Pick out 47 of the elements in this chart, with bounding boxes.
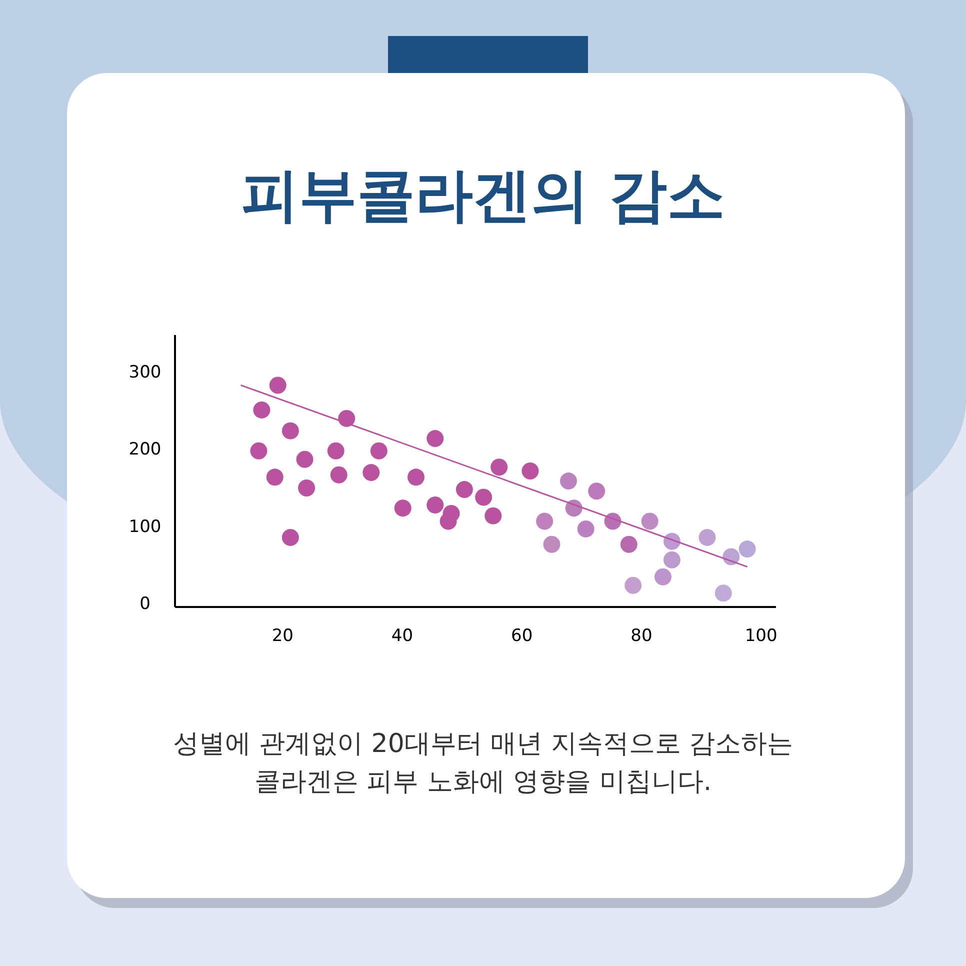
point xyxy=(426,430,444,448)
point xyxy=(327,442,344,460)
point xyxy=(282,422,299,440)
point xyxy=(663,551,680,568)
point xyxy=(620,536,638,553)
point xyxy=(266,468,284,486)
point xyxy=(577,520,594,538)
point xyxy=(543,536,560,553)
point xyxy=(484,507,502,524)
point xyxy=(714,584,732,602)
x-tick-label: 20 xyxy=(272,626,294,646)
x-tick-label: 80 xyxy=(630,626,652,646)
text: 성별에 관계없이 20대부터 매년 지속적으로 감소하는 콜라겐은 피부 노화에 영향을 미칩니다. xyxy=(172,729,794,797)
point xyxy=(698,528,716,546)
point xyxy=(338,410,356,427)
point xyxy=(536,512,554,530)
point xyxy=(490,458,508,476)
y-tick-label: 200 xyxy=(128,440,162,460)
point xyxy=(442,505,460,522)
point xyxy=(560,472,577,490)
point xyxy=(641,512,658,530)
point xyxy=(588,482,606,500)
y-tick-label: 0 xyxy=(140,594,150,614)
point xyxy=(298,480,316,496)
point xyxy=(654,568,672,586)
point xyxy=(624,576,642,594)
y-tick-label: 300 xyxy=(128,362,162,382)
x-tick-label: 100 xyxy=(744,626,778,646)
point xyxy=(253,401,270,418)
point xyxy=(408,468,424,486)
point xyxy=(456,481,473,498)
y-tick-label: 100 xyxy=(128,516,162,537)
point xyxy=(426,496,444,514)
point xyxy=(296,450,314,468)
point xyxy=(394,500,412,517)
point xyxy=(370,442,388,460)
point xyxy=(282,528,299,546)
point xyxy=(475,488,492,506)
x-tick-label: 40 xyxy=(391,626,414,646)
point xyxy=(269,376,286,394)
chart-title: 피부콜라겐의 감소 xyxy=(240,161,726,229)
x-tick-label: 60 xyxy=(511,626,533,646)
point xyxy=(250,442,268,460)
point xyxy=(522,462,539,480)
point xyxy=(330,466,348,484)
point xyxy=(362,464,380,482)
point xyxy=(738,540,756,558)
